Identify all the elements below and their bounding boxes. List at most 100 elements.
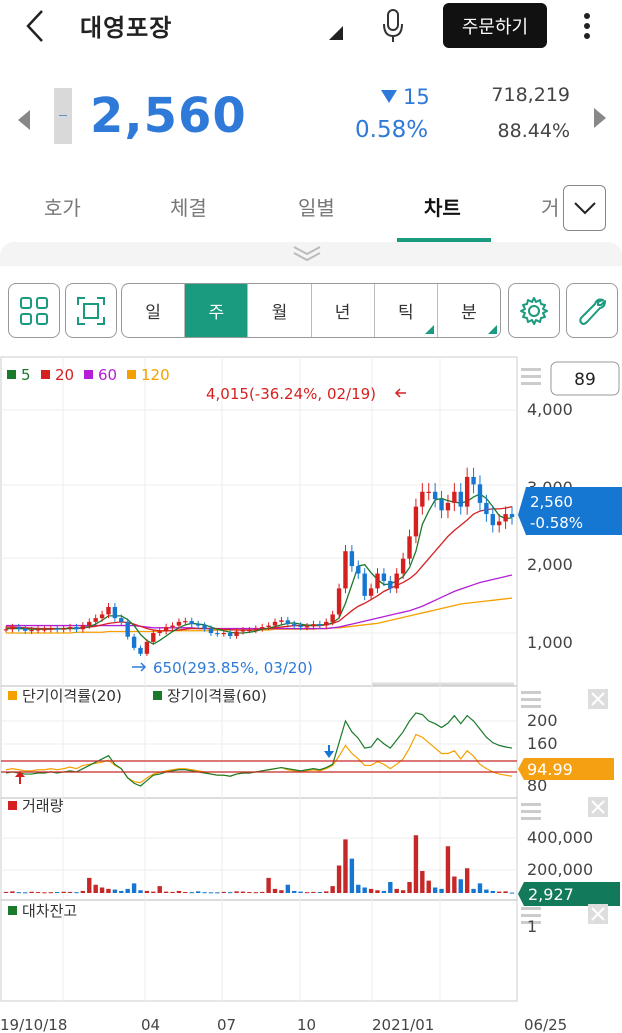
list-menu-icon[interactable]	[521, 368, 541, 385]
list-menu-icon[interactable]	[521, 907, 541, 924]
volume-bar	[55, 892, 60, 894]
grid-icon	[20, 296, 48, 325]
loan-swatch	[8, 906, 17, 915]
candle-body	[381, 573, 387, 581]
candle-body	[67, 627, 73, 629]
ma60-label: 60	[98, 366, 117, 384]
order-button[interactable]: 주문하기	[443, 3, 547, 48]
tab-trades[interactable]: 체결	[170, 196, 207, 220]
high-arrowhead-icon	[394, 388, 401, 398]
disparity-long-title: 장기이격률(60)	[167, 687, 267, 705]
tab-chart[interactable]: 차트	[424, 196, 461, 220]
candle-body	[407, 536, 412, 559]
volume-bar	[189, 892, 194, 894]
x-label-10: 10	[297, 1016, 316, 1033]
volume-bar	[311, 891, 316, 893]
candle-body	[144, 641, 150, 654]
prev-stock-arrow-icon[interactable]	[18, 110, 32, 130]
price-axis-2000: 2,000	[527, 555, 573, 574]
volume-bar	[432, 887, 438, 893]
volume-bar	[330, 886, 335, 893]
candle-body	[3, 629, 9, 631]
volume-bar	[125, 888, 130, 893]
candle-body	[445, 502, 451, 511]
volume-bar	[29, 891, 34, 893]
candle-body	[87, 621, 92, 626]
close-panel-icon[interactable]	[588, 797, 608, 817]
period-tick[interactable]: 틱	[375, 284, 438, 337]
candle-body	[195, 624, 201, 626]
list-menu-icon[interactable]	[521, 803, 541, 820]
fullscreen-button[interactable]	[65, 283, 117, 338]
candle-body	[477, 484, 483, 503]
volume-bar	[208, 892, 214, 894]
volume-bars	[3, 835, 515, 894]
candle-body	[227, 633, 233, 636]
volume-bar	[477, 883, 483, 893]
chart-settings-button[interactable]	[508, 283, 560, 338]
candle-body	[151, 633, 156, 642]
volume-bar	[356, 884, 361, 893]
volume-bar	[464, 868, 470, 893]
tab-daily[interactable]: 일별	[298, 196, 335, 220]
back-icon[interactable]	[22, 6, 50, 46]
candle-body	[131, 636, 137, 648]
period-minute[interactable]: 분	[438, 284, 500, 337]
volume-bar	[413, 835, 419, 893]
ma20-swatch	[41, 370, 50, 379]
candle-body	[80, 625, 86, 630]
active-tab-indicator	[397, 238, 491, 242]
close-panel-icon[interactable]	[588, 904, 608, 924]
chart-panel[interactable]: 5 20 60 120 4,015(-36.24%, 02/19) 650(29…	[0, 355, 622, 1033]
stock-name[interactable]: 대영포장	[80, 14, 173, 42]
volume-value-tag	[518, 882, 620, 906]
volume-bar	[131, 883, 137, 893]
layout-grid-button[interactable]	[8, 283, 60, 338]
buy-signal-arrow-icon	[15, 771, 25, 784]
tab-orderbook[interactable]: 호가	[44, 196, 81, 220]
ma20-label: 20	[55, 366, 74, 384]
high-annotation: 4,015(-36.24%, 02/19)	[206, 385, 376, 403]
candle-body	[362, 573, 367, 596]
volume-bar	[394, 888, 399, 893]
period-year[interactable]: 년	[312, 284, 375, 337]
candle-body	[119, 618, 124, 622]
candle-body	[106, 606, 111, 615]
candle-body	[464, 476, 470, 507]
dropdown-triangle-icon[interactable]	[329, 26, 343, 40]
candle-body	[183, 621, 188, 623]
submenu-corner-icon	[488, 325, 498, 334]
expand-tabs-button[interactable]	[563, 185, 606, 231]
double-chevron-down-icon[interactable]	[290, 245, 324, 263]
more-options-icon[interactable]	[577, 8, 597, 44]
stock-chart[interactable]: 5 20 60 120 4,015(-36.24%, 02/19) 650(29…	[0, 355, 622, 1033]
list-menu-icon[interactable]	[521, 691, 541, 708]
price-axis-1000: 1,000	[527, 633, 573, 652]
volume-bar	[176, 890, 182, 893]
volume-value: 2,927	[528, 885, 574, 904]
tab-more-partial[interactable]: 거	[541, 196, 560, 220]
period-month[interactable]: 월	[248, 284, 312, 337]
chart-tools-button[interactable]	[566, 283, 618, 338]
candle-body	[253, 628, 258, 631]
candle-body	[336, 588, 342, 615]
candle-body	[439, 499, 444, 511]
candle-count-box[interactable]	[550, 361, 620, 396]
volume-bar	[23, 892, 28, 894]
plot-frame	[0, 356, 518, 1002]
period-minute-label: 분	[461, 303, 477, 323]
candle-body	[61, 628, 66, 630]
next-stock-arrow-icon[interactable]	[592, 108, 606, 128]
volume-bar	[272, 888, 278, 893]
close-panel-icon[interactable]	[588, 689, 608, 709]
microphone-icon[interactable]	[380, 8, 406, 44]
tab-bar: 호가 체결 일별 차트 거	[0, 178, 622, 242]
volume-bar	[471, 888, 476, 893]
period-day[interactable]: 일	[122, 284, 186, 337]
period-week[interactable]: 주	[185, 284, 249, 337]
down-triangle-icon	[381, 90, 397, 103]
candle-body	[99, 614, 105, 619]
volume-axis-200000: 200,000	[527, 860, 593, 879]
candle-body	[163, 627, 169, 632]
